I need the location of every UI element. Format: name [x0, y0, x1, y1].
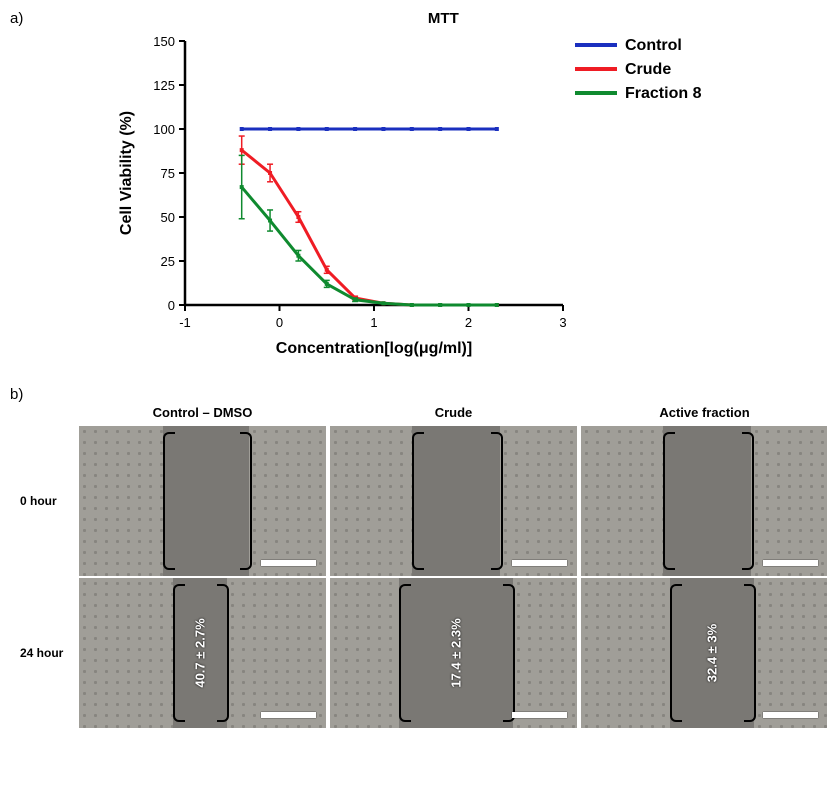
chart-svg: 0 25 50 75 100 125 150 -1 0 1 2 3 Concentration[log(…	[113, 31, 713, 361]
svg-text:125: 125	[154, 78, 176, 93]
panel-a-label: a)	[10, 10, 23, 27]
scale-bar	[261, 560, 316, 566]
svg-text:Concentration[log(μg/ml)]: Concentration[log(μg/ml)]	[276, 340, 472, 357]
row-header: 0 hour	[20, 426, 75, 576]
scale-bar	[512, 712, 567, 718]
svg-text:100: 100	[154, 122, 176, 137]
micrograph-grid: Control – DMSOCrudeActive fraction0 hour…	[20, 405, 817, 728]
scale-bar	[261, 712, 316, 718]
svg-text:2: 2	[465, 315, 472, 330]
micrograph	[330, 426, 577, 576]
svg-text:Cell Viability (%): Cell Viability (%)	[118, 111, 135, 235]
row-header: 24 hour	[20, 578, 75, 728]
micrograph	[581, 426, 827, 576]
svg-text:50: 50	[161, 210, 175, 225]
micrograph: 32.4 ± 3%	[581, 578, 827, 728]
svg-text:Crude: Crude	[625, 61, 671, 78]
micrograph	[79, 426, 326, 576]
micrograph: 40.7 ± 2.7%	[79, 578, 326, 728]
panel-b-label: b)	[10, 386, 817, 403]
svg-text:150: 150	[154, 34, 176, 49]
column-header: Active fraction	[581, 405, 827, 424]
scale-bar	[512, 560, 567, 566]
wound-measurement: 17.4 ± 2.3%	[448, 618, 463, 687]
mtt-chart: MTT 0 25 50 75 100 125 150 -1 0 1 2 3 Concentration[…	[113, 10, 713, 366]
wound-measurement: 40.7 ± 2.7%	[193, 618, 208, 687]
svg-text:25: 25	[161, 254, 175, 269]
svg-text:Control: Control	[625, 37, 682, 54]
wound-measurement: 32.4 ± 3%	[704, 624, 719, 682]
panel-b: b) Control – DMSOCrudeActive fraction0 h…	[10, 386, 817, 728]
svg-text:-1: -1	[180, 315, 192, 330]
micrograph: 17.4 ± 2.3%	[330, 578, 577, 728]
svg-text:1: 1	[371, 315, 378, 330]
svg-text:0: 0	[168, 298, 175, 313]
chart-title: MTT	[173, 10, 713, 27]
svg-text:3: 3	[560, 315, 567, 330]
scale-bar	[763, 560, 818, 566]
scale-bar	[763, 712, 818, 718]
column-header: Crude	[330, 405, 577, 424]
svg-text:Fraction 8: Fraction 8	[625, 85, 702, 102]
panel-a: a) MTT 0 25 50 75 100 125 150 -1 0 1 2 3 Concentrati…	[10, 10, 817, 366]
svg-text:75: 75	[161, 166, 175, 181]
column-header: Control – DMSO	[79, 405, 326, 424]
svg-text:0: 0	[276, 315, 283, 330]
